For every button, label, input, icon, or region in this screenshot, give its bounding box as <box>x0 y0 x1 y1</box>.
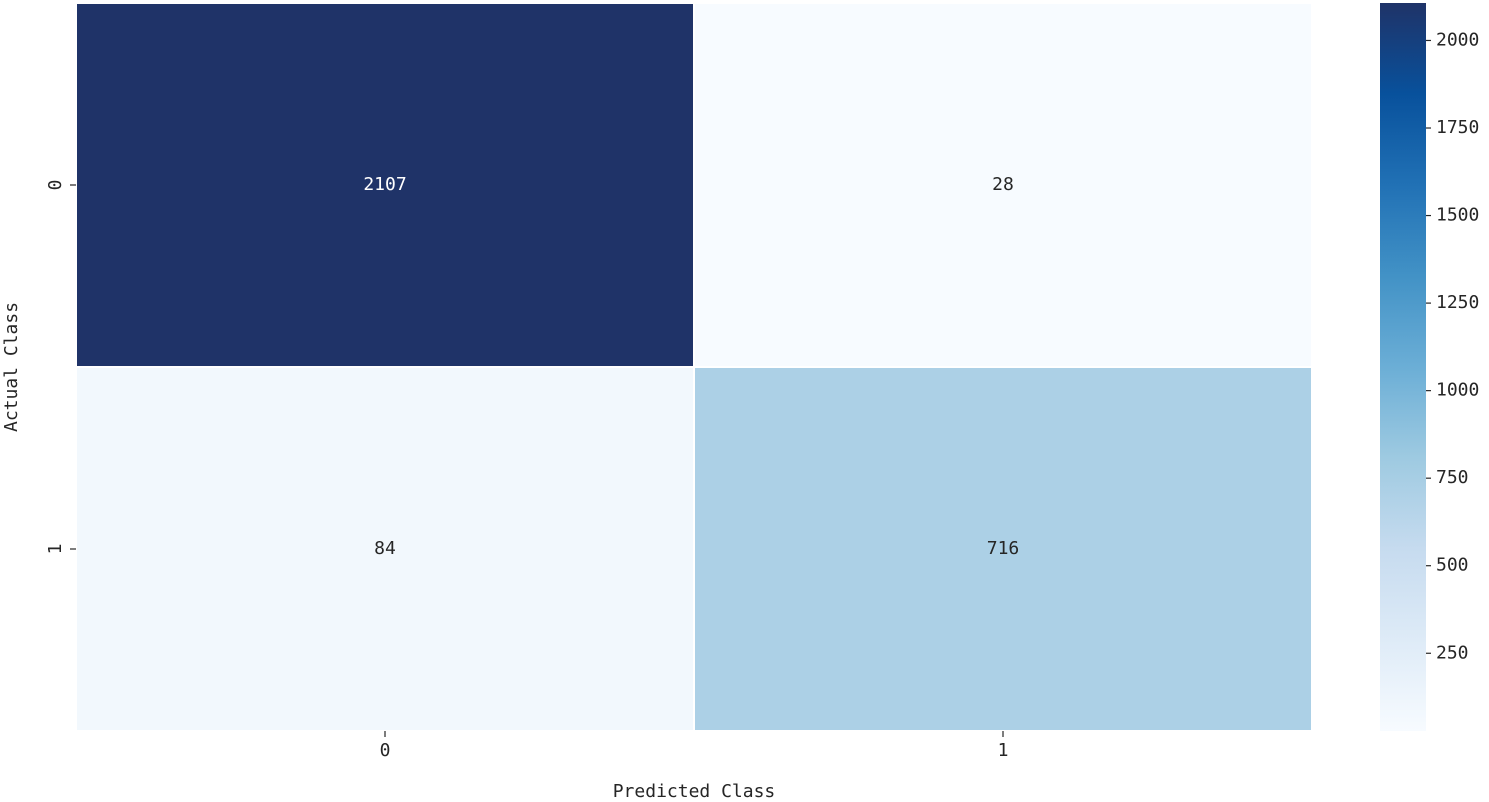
heatmap-cell <box>693 366 1313 732</box>
x-tick-label: 1 <box>998 740 1009 761</box>
x-tick-label: 0 <box>380 740 391 761</box>
heatmap-cell <box>693 2 1313 368</box>
cell-label: 84 <box>374 538 396 559</box>
colorbar-tick-label: 750 <box>1436 467 1469 488</box>
colorbar-tick-label: 1000 <box>1436 380 1479 401</box>
colorbar-tick-label: 500 <box>1436 555 1469 576</box>
y-axis-label: Actual Class <box>1 302 22 432</box>
colorbar <box>1380 3 1426 731</box>
cell-label: 716 <box>987 538 1020 559</box>
cell-label: 28 <box>992 174 1014 195</box>
cell-label: 2107 <box>363 174 406 195</box>
colorbar-tick-label: 1500 <box>1436 205 1479 226</box>
colorbar-tick-label: 1250 <box>1436 292 1479 313</box>
colorbar-tick-label: 250 <box>1436 642 1469 663</box>
heatmap-cell <box>75 2 695 368</box>
heatmap-cell <box>75 366 695 732</box>
colorbar-tick-label: 2000 <box>1436 29 1479 50</box>
y-tick-label: 0 <box>45 180 66 191</box>
colorbar-tick-label: 1750 <box>1436 117 1479 138</box>
x-axis-label: Predicted Class <box>613 781 776 802</box>
y-tick-label: 1 <box>45 544 66 555</box>
